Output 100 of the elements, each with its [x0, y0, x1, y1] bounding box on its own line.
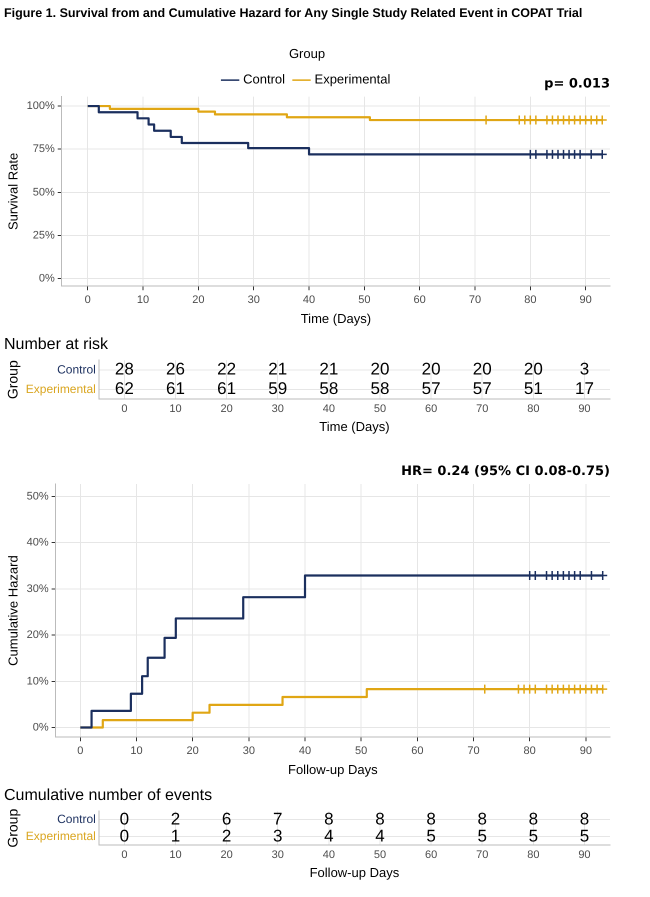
data-label: 62 [114, 379, 134, 398]
data-label: 61 [217, 379, 236, 398]
x-tick-label: 0 [121, 848, 128, 861]
x-tick-label: 30 [272, 848, 284, 861]
data-label: 5 [580, 826, 590, 846]
x-tick-label: 10 [169, 402, 182, 415]
x-tick-label: 60 [411, 744, 424, 757]
x-tick-label: 50 [355, 744, 368, 757]
data-label: 8 [580, 809, 590, 828]
data-label: 4 [375, 826, 385, 846]
y-tick-label: 50% [32, 186, 55, 198]
x-axis-title: Time (Days) [300, 310, 372, 326]
data-label: 1 [170, 826, 180, 846]
x-tick-label: 10 [130, 744, 143, 757]
x-tick-label: 80 [524, 294, 536, 306]
data-label: 2 [222, 826, 232, 846]
text: HR= 0.24 (95% CI 0.08-0.75) [401, 464, 610, 479]
x-tick-label: 20 [220, 848, 233, 861]
data-label: 28 [114, 360, 134, 379]
y-tick-label: 25% [32, 229, 55, 242]
x-tick-label: 0 [84, 294, 91, 306]
data-label: 7 [273, 809, 282, 828]
x-axis-title: Time (Days) [319, 418, 390, 434]
y-tick-label: 100% [26, 100, 55, 112]
x-tick-label: 80 [527, 402, 540, 415]
x-tick-label: 60 [424, 402, 438, 415]
data-label: 20 [370, 360, 390, 379]
data-label: 6 [222, 809, 232, 828]
y-tick-label: 20% [26, 629, 49, 642]
data-label: 20 [422, 360, 441, 379]
y-axis-title: Group [4, 808, 20, 848]
y-axis-title: Cumulative Hazard [5, 555, 20, 666]
data-label: 3 [580, 360, 590, 379]
chart-title: Cumulative number of events [4, 787, 212, 804]
data-label: 58 [319, 379, 338, 398]
x-tick-label: 60 [414, 294, 426, 306]
data-label: 0 [120, 809, 130, 828]
data-label: 26 [166, 360, 185, 379]
chart-title: Figure 1. Survival from and Cumulative Hazard for Any Single Study Related Event in COPAT Trial [3, 5, 584, 22]
x-tick-label: 30 [272, 402, 284, 415]
x-tick-label: 20 [220, 402, 233, 415]
data-label: 21 [319, 360, 338, 379]
x-tick-label: 10 [169, 848, 182, 861]
x-tick-label: 90 [578, 402, 591, 415]
x-tick-label: 60 [424, 848, 438, 861]
data-label: 8 [375, 809, 385, 828]
y-tick-label: Control [57, 362, 96, 376]
y-tick-label: Experimental [26, 382, 96, 396]
data-label: 4 [324, 826, 334, 846]
data-label: 57 [472, 379, 492, 398]
x-tick-label: 0 [77, 744, 84, 757]
x-tick-label: 80 [527, 848, 540, 861]
x-tick-label: 20 [192, 294, 205, 306]
x-axis-title: Follow-up Days [288, 762, 378, 777]
y-tick-label: 40% [26, 536, 49, 549]
legend-label: Experimental [314, 72, 390, 87]
y-tick-label: 0% [32, 722, 49, 734]
x-tick-label: 70 [468, 294, 482, 306]
x-tick-label: 90 [580, 294, 592, 306]
y-tick-label: 30% [26, 582, 49, 595]
x-tick-label: 70 [476, 402, 488, 415]
x-tick-label: 40 [322, 402, 335, 415]
data-label: 58 [370, 379, 390, 398]
y-tick-label: Control [57, 812, 96, 826]
y-axis-title: Group [4, 360, 20, 400]
data-label: 5 [528, 826, 538, 846]
y-tick-label: Experimental [26, 829, 96, 844]
x-tick-label: 40 [322, 848, 335, 861]
data-label: 8 [477, 809, 487, 828]
y-tick-label: 50% [26, 490, 49, 503]
data-label: 5 [477, 826, 487, 846]
legend-title: Group [288, 46, 326, 62]
data-label: 0 [120, 826, 130, 846]
x-tick-label: 30 [242, 744, 255, 757]
data-label: 8 [426, 809, 436, 828]
data-label: 20 [472, 360, 492, 379]
data-label: 22 [217, 360, 236, 379]
x-tick-label: 80 [524, 744, 536, 757]
data-label: 2 [170, 809, 180, 828]
x-tick-label: 90 [578, 848, 591, 861]
x-tick-label: 0 [121, 402, 128, 415]
data-label: 21 [268, 360, 288, 379]
y-tick-label: 0% [38, 272, 55, 284]
data-label: 61 [166, 379, 185, 398]
data-label: 20 [524, 360, 543, 379]
x-tick-label: 30 [248, 294, 260, 306]
data-label: 8 [324, 809, 334, 828]
data-label: 59 [268, 379, 288, 398]
x-tick-label: 40 [302, 294, 316, 306]
data-label: 5 [426, 826, 436, 846]
y-tick-label: 75% [32, 143, 55, 156]
legend-label: Control [243, 72, 286, 87]
x-tick-label: 20 [186, 744, 199, 757]
x-tick-label: 70 [467, 744, 480, 757]
x-tick-label: 70 [476, 848, 488, 861]
text: p= 0.013 [544, 76, 610, 92]
x-tick-label: 90 [580, 744, 592, 757]
data-label: 8 [528, 809, 538, 828]
y-tick-label: 10% [26, 675, 49, 688]
data-label: 51 [524, 379, 543, 398]
